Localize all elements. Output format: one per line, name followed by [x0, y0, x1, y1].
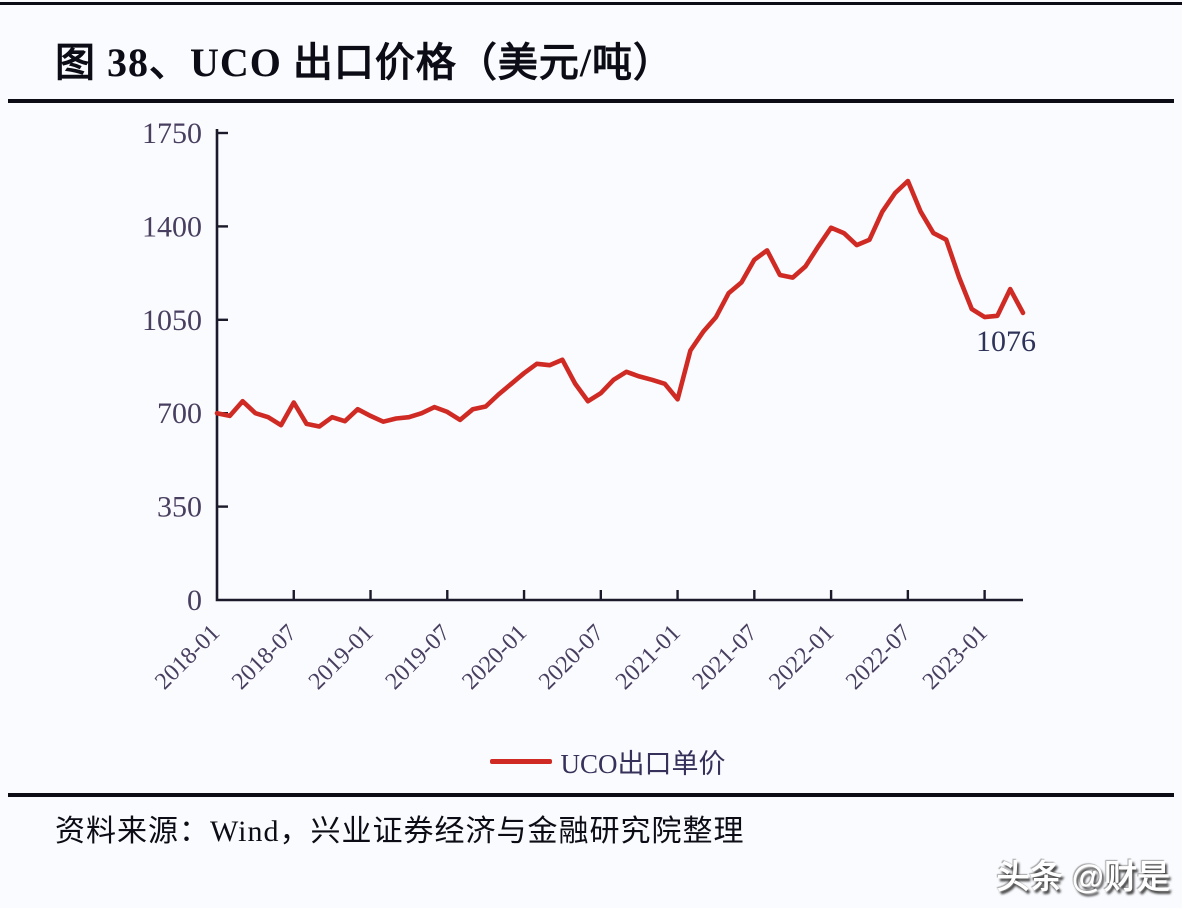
x-tick-label: 2018-07 — [227, 620, 302, 695]
end-value-label: 1076 — [976, 325, 1036, 358]
axis-lines — [215, 129, 1023, 602]
source-note: 资料来源：Wind，兴业证券经济与金融研究院整理 — [55, 815, 745, 848]
chart-legend: UCO出口单价 — [0, 742, 1182, 781]
y-tick-label: 1050 — [142, 304, 202, 337]
series-line-uco — [214, 178, 1026, 429]
y-tick-label: 1750 — [142, 117, 202, 150]
y-tick-label: 0 — [187, 584, 202, 617]
top-rule — [0, 2, 1182, 5]
y-tick-label: 1400 — [142, 210, 202, 243]
chart-tick-labels: 0 350 700 1050 1400 1750 2018-01 2018-07 2019-01… — [142, 117, 993, 695]
y-tick-label: 700 — [157, 397, 202, 430]
x-tick-label: 2021-01 — [611, 620, 686, 695]
x-tick-label: 2020-01 — [457, 620, 532, 695]
page-title: 图 38、UCO 出口价格（美元/吨） — [55, 40, 674, 85]
x-tick-label: 2020-07 — [534, 620, 609, 695]
x-tick-label: 2019-01 — [304, 620, 379, 695]
chart-axes — [215, 129, 1023, 602]
x-tick-label: 2021-07 — [688, 620, 763, 695]
legend-label: UCO出口单价 — [560, 749, 726, 779]
chart-series — [214, 178, 1026, 429]
x-tick-label: 2023-01 — [918, 620, 993, 695]
chart-ticks — [218, 131, 986, 599]
x-tick-label: 2022-07 — [841, 620, 916, 695]
legend-line-swatch — [490, 759, 553, 764]
x-tick-label: 2018-01 — [150, 620, 225, 695]
title-divider — [8, 99, 1174, 103]
watermark: 头条 @财是 — [996, 858, 1170, 895]
x-tick-label: 2022-01 — [764, 620, 839, 695]
x-tick-label: 2019-07 — [381, 620, 456, 695]
y-tick-label: 350 — [157, 491, 202, 524]
footer-divider — [8, 793, 1174, 797]
